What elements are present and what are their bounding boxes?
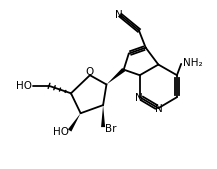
Polygon shape bbox=[107, 68, 125, 84]
Text: N: N bbox=[155, 104, 163, 114]
Text: O: O bbox=[86, 67, 94, 77]
Text: N: N bbox=[115, 10, 123, 20]
Text: Br: Br bbox=[105, 124, 116, 134]
Text: N: N bbox=[135, 93, 143, 103]
Text: HO: HO bbox=[53, 127, 69, 137]
Text: NH₂: NH₂ bbox=[182, 58, 202, 68]
Polygon shape bbox=[68, 113, 81, 131]
Text: HO: HO bbox=[16, 81, 33, 91]
Polygon shape bbox=[101, 105, 105, 127]
